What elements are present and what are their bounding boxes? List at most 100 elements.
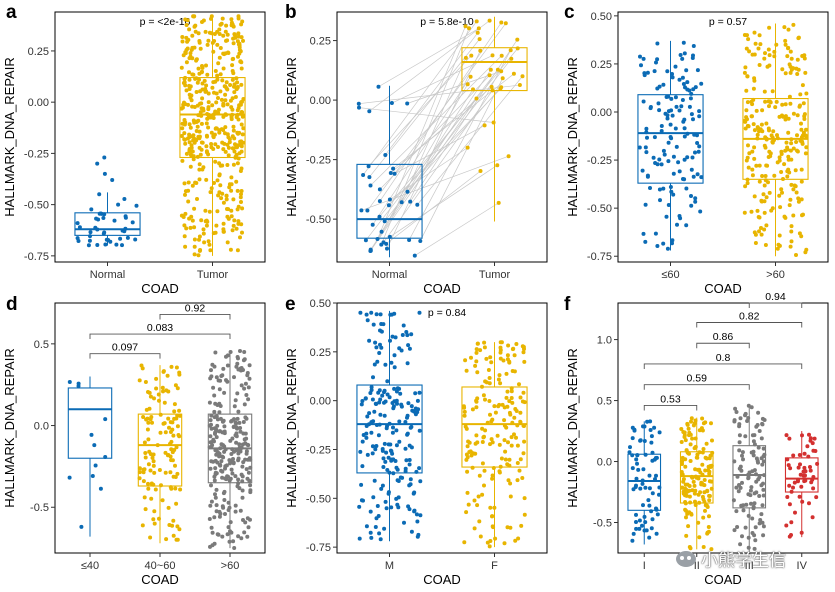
data-point: [211, 80, 216, 85]
data-point: [396, 479, 401, 483]
data-point: [638, 438, 643, 443]
data-point: [186, 180, 191, 185]
data-point: [165, 453, 170, 458]
data-point: [508, 48, 513, 53]
data-point: [693, 503, 698, 507]
data-point: [160, 498, 165, 503]
data-point: [218, 89, 223, 94]
data-point: [630, 425, 635, 430]
p-value: p = <2e-16: [140, 16, 191, 28]
data-point: [775, 246, 780, 251]
data-point: [180, 35, 185, 39]
data-point: [151, 463, 156, 468]
data-point: [166, 416, 171, 421]
data-point: [228, 520, 233, 525]
data-point: [495, 67, 500, 72]
data-point: [746, 476, 751, 481]
data-point: [505, 462, 510, 467]
data-point: [638, 54, 642, 59]
data-point: [147, 390, 152, 395]
pair-line: [390, 86, 492, 174]
data-point: [499, 69, 504, 74]
watermark: 小熊学生信: [676, 546, 786, 571]
data-point: [230, 63, 235, 68]
data-point: [230, 107, 235, 112]
data-point: [772, 54, 777, 59]
data-point: [159, 483, 163, 488]
data-point: [472, 498, 477, 503]
data-point: [795, 113, 800, 118]
data-point: [769, 133, 774, 138]
data-point: [752, 433, 757, 438]
data-point: [750, 173, 755, 178]
data-point: [242, 357, 247, 362]
data-point: [691, 44, 696, 48]
data-point: [239, 66, 244, 71]
data-point: [246, 385, 251, 390]
data-point: [752, 30, 757, 35]
data-point: [222, 498, 227, 502]
data-point: [478, 534, 483, 539]
data-point: [695, 68, 700, 73]
data-point: [756, 46, 761, 51]
data-point: [522, 359, 527, 364]
data-point: [741, 457, 745, 462]
data-point: [786, 157, 791, 162]
data-point: [474, 433, 479, 438]
data-point: [415, 519, 420, 524]
data-point: [200, 96, 205, 101]
data-point: [761, 533, 766, 538]
data-point: [740, 450, 745, 455]
data-point: [638, 486, 643, 491]
data-point: [223, 476, 228, 481]
data-point: [240, 495, 245, 500]
data-point: [679, 104, 684, 109]
data-point: [239, 22, 244, 27]
data-point: [634, 512, 638, 517]
data-point: [742, 70, 747, 75]
comparison-bracket: [696, 322, 803, 328]
data-point: [680, 459, 685, 464]
data-point: [180, 39, 185, 44]
data-point: [408, 425, 413, 430]
data-point: [745, 74, 750, 79]
data-point: [685, 450, 690, 455]
data-point: [683, 464, 688, 469]
data-point: [665, 246, 670, 251]
data-point: [708, 453, 713, 458]
data-point: [630, 436, 635, 441]
data-point: [232, 149, 237, 154]
data-point: [122, 197, 127, 201]
data-point: [773, 105, 778, 110]
data-point: [152, 470, 157, 475]
data-point: [794, 253, 798, 257]
data-point: [706, 464, 711, 469]
data-point: [234, 440, 239, 445]
data-point: [490, 524, 495, 529]
data-point: [800, 140, 805, 145]
data-point: [753, 241, 758, 245]
data-point: [242, 350, 247, 354]
data-point: [808, 468, 813, 473]
data-point: [473, 451, 478, 456]
data-point: [693, 199, 698, 204]
data-point: [666, 203, 671, 207]
data-point: [213, 109, 218, 114]
data-point: [802, 56, 807, 61]
data-point: [688, 546, 693, 551]
data-point: [637, 518, 642, 523]
data-point: [757, 163, 762, 168]
data-point: [795, 133, 799, 138]
data-point: [237, 41, 242, 46]
data-point: [224, 80, 229, 85]
data-point: [475, 341, 480, 346]
data-point: [510, 369, 515, 373]
data-point: [196, 118, 201, 123]
data-point: [791, 453, 796, 458]
data-point: [219, 97, 224, 102]
data-point: [492, 505, 497, 510]
data-point: [248, 465, 253, 470]
data-point: [215, 73, 220, 78]
data-point: [224, 23, 229, 28]
